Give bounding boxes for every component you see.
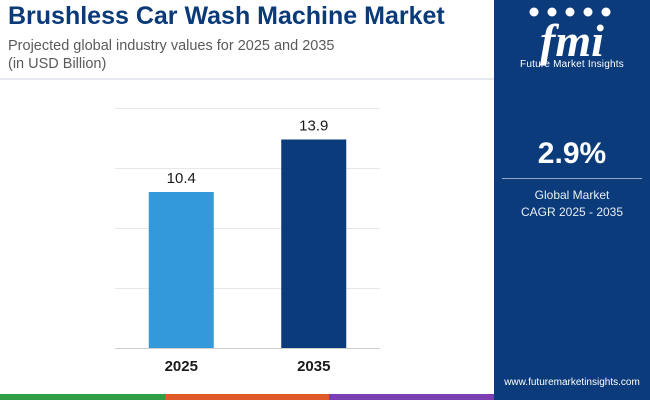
logo-dot-icon [565, 7, 575, 17]
sidebar-panel: fmi Future Market Insights 2.9% Global M… [494, 0, 650, 400]
cagr-label-line-1: Global Market [534, 188, 610, 202]
footer-color-strip [0, 394, 495, 400]
logo-dot-icon [601, 7, 611, 17]
subtitle-line-1: Projected global industry values for 202… [8, 38, 335, 54]
cagr-divider [502, 178, 642, 179]
footer-strip-segment [329, 394, 495, 400]
subtitle-line-2: (in USD Billion) [8, 56, 107, 72]
logo-letters: fmi [540, 15, 604, 66]
logo-dot-icon [547, 7, 557, 17]
cagr-label: Global Market CAGR 2025 - 2035 [494, 187, 650, 221]
fmi-logo: fmi [529, 7, 611, 66]
chart-subtitle: Projected global industry values for 202… [8, 37, 334, 73]
data-label-2025: 10.4 [167, 170, 196, 187]
cagr-label-line-2: CAGR 2025 - 2035 [520, 205, 624, 219]
bar-chart: 10.4 2025 13.9 2035 [115, 108, 380, 375]
x-tick-label-2035: 2035 [297, 358, 330, 375]
website-link[interactable]: www.futuremarketinsights.com [504, 377, 640, 388]
bar-2035 [281, 139, 347, 348]
logo-icons [529, 7, 611, 17]
footer-strip-segment [0, 394, 165, 400]
header-divider [0, 78, 494, 80]
footer-strip-segment [164, 394, 330, 400]
chart-title: Brushless Car Wash Machine Market [8, 2, 445, 30]
cagr-value: 2.9% [537, 137, 607, 170]
data-label-2035: 13.9 [299, 118, 328, 135]
logo-dot-icon [529, 7, 539, 17]
bar-2025 [148, 192, 214, 348]
logo-dot-icon [583, 7, 593, 17]
brand-name: Future Market Insights [520, 59, 624, 70]
x-tick-label-2025: 2025 [165, 358, 198, 375]
